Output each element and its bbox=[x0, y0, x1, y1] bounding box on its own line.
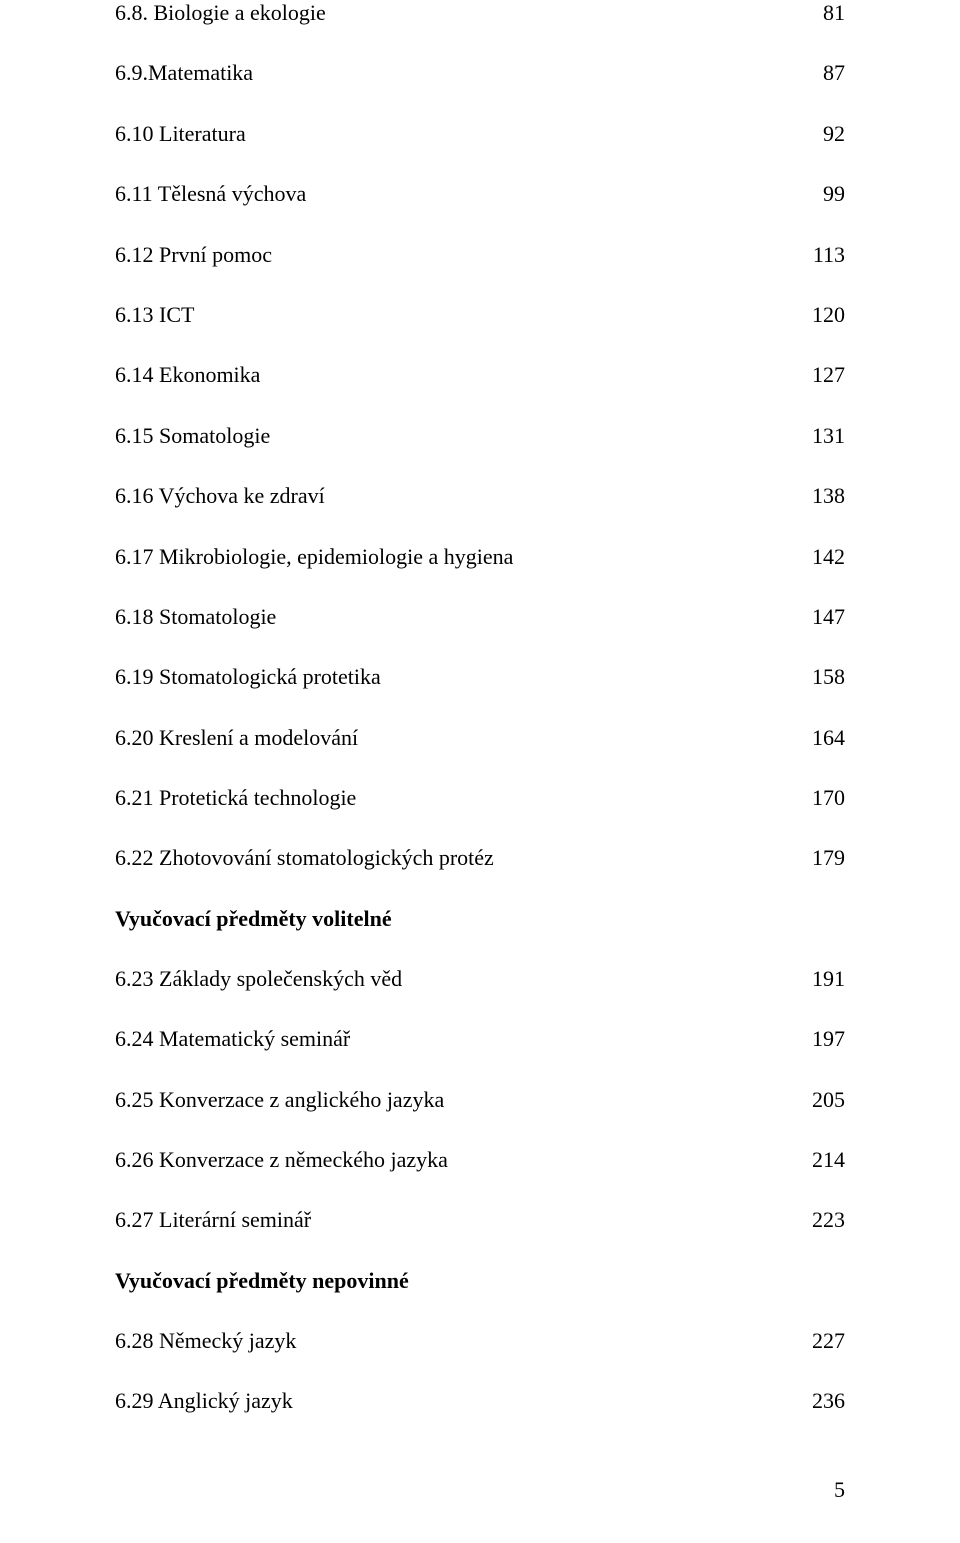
toc-label: 6.19 Stomatologická protetika bbox=[115, 664, 795, 690]
toc-label: 6.22 Zhotovování stomatologických protéz bbox=[115, 845, 795, 871]
toc-page: 191 bbox=[795, 966, 845, 992]
toc-page: 179 bbox=[795, 845, 845, 871]
toc-label: 6.27 Literární seminář bbox=[115, 1207, 795, 1233]
toc-entry: 6.16 Výchova ke zdraví 138 bbox=[115, 483, 845, 509]
toc-label: 6.17 Mikrobiologie, epidemiologie a hygi… bbox=[115, 544, 795, 570]
toc-page: 214 bbox=[795, 1147, 845, 1173]
toc-label: 6.25 Konverzace z anglického jazyka bbox=[115, 1087, 795, 1113]
toc-label: 6.14 Ekonomika bbox=[115, 362, 795, 388]
toc-page: 197 bbox=[795, 1026, 845, 1052]
toc-page: 158 bbox=[795, 664, 845, 690]
toc-page: 81 bbox=[795, 0, 845, 26]
toc-page: 138 bbox=[795, 483, 845, 509]
toc-label: 6.11 Tělesná výchova bbox=[115, 181, 795, 207]
toc-entry: 6.8. Biologie a ekologie 81 bbox=[115, 0, 845, 26]
toc-entry: 6.22 Zhotovování stomatologických protéz… bbox=[115, 845, 845, 871]
toc-entry: 6.12 První pomoc 113 bbox=[115, 242, 845, 268]
toc-entry: 6.25 Konverzace z anglického jazyka 205 bbox=[115, 1087, 845, 1113]
toc-label: 6.9.Matematika bbox=[115, 60, 795, 86]
toc-entry: 6.18 Stomatologie 147 bbox=[115, 604, 845, 630]
toc-label: 6.21 Protetická technologie bbox=[115, 785, 795, 811]
toc-label: 6.10 Literatura bbox=[115, 121, 795, 147]
section-heading-volitelne: Vyučovací předměty volitelné bbox=[115, 906, 845, 932]
toc-entry: 6.28 Německý jazyk 227 bbox=[115, 1328, 845, 1354]
toc-label: 6.18 Stomatologie bbox=[115, 604, 795, 630]
toc-label: 6.8. Biologie a ekologie bbox=[115, 0, 795, 26]
toc-entry: 6.27 Literární seminář 223 bbox=[115, 1207, 845, 1233]
toc-entry: 6.29 Anglický jazyk 236 bbox=[115, 1388, 845, 1414]
toc-label: 6.29 Anglický jazyk bbox=[115, 1388, 795, 1414]
document-page: 6.8. Biologie a ekologie 81 6.9.Matemati… bbox=[0, 0, 960, 1543]
toc-entry: 6.17 Mikrobiologie, epidemiologie a hygi… bbox=[115, 544, 845, 570]
toc-page: 236 bbox=[795, 1388, 845, 1414]
toc-entry: 6.19 Stomatologická protetika 158 bbox=[115, 664, 845, 690]
toc-label: 6.28 Německý jazyk bbox=[115, 1328, 795, 1354]
toc-page: 205 bbox=[795, 1087, 845, 1113]
toc-page: 131 bbox=[795, 423, 845, 449]
toc-page: 147 bbox=[795, 604, 845, 630]
toc-page: 92 bbox=[795, 121, 845, 147]
toc-entry: 6.26 Konverzace z německého jazyka 214 bbox=[115, 1147, 845, 1173]
toc-entry: 6.14 Ekonomika 127 bbox=[115, 362, 845, 388]
toc-entry: 6.20 Kreslení a modelování 164 bbox=[115, 725, 845, 751]
section-heading-nepovinne: Vyučovací předměty nepovinné bbox=[115, 1268, 845, 1294]
toc-entry: 6.11 Tělesná výchova 99 bbox=[115, 181, 845, 207]
toc-entry: 6.9.Matematika 87 bbox=[115, 60, 845, 86]
toc-page: 223 bbox=[795, 1207, 845, 1233]
toc-page: 99 bbox=[795, 181, 845, 207]
toc-page: 142 bbox=[795, 544, 845, 570]
toc-entry: 6.24 Matematický seminář 197 bbox=[115, 1026, 845, 1052]
toc-label: 6.16 Výchova ke zdraví bbox=[115, 483, 795, 509]
toc-page: 120 bbox=[795, 302, 845, 328]
toc-page: 127 bbox=[795, 362, 845, 388]
toc-entry: 6.23 Základy společenských věd 191 bbox=[115, 966, 845, 992]
toc-page: 227 bbox=[795, 1328, 845, 1354]
page-number: 5 bbox=[834, 1477, 845, 1503]
toc-page: 170 bbox=[795, 785, 845, 811]
toc-label: 6.13 ICT bbox=[115, 302, 795, 328]
toc-label: 6.24 Matematický seminář bbox=[115, 1026, 795, 1052]
toc-label: 6.20 Kreslení a modelování bbox=[115, 725, 795, 751]
toc-label: 6.23 Základy společenských věd bbox=[115, 966, 795, 992]
toc-page: 87 bbox=[795, 60, 845, 86]
toc-page: 164 bbox=[795, 725, 845, 751]
toc-entry: 6.13 ICT 120 bbox=[115, 302, 845, 328]
toc-entry: 6.21 Protetická technologie 170 bbox=[115, 785, 845, 811]
toc-entry: 6.15 Somatologie 131 bbox=[115, 423, 845, 449]
toc-entry: 6.10 Literatura 92 bbox=[115, 121, 845, 147]
toc-label: 6.15 Somatologie bbox=[115, 423, 795, 449]
toc-page: 113 bbox=[795, 242, 845, 268]
toc-label: 6.12 První pomoc bbox=[115, 242, 795, 268]
toc-label: 6.26 Konverzace z německého jazyka bbox=[115, 1147, 795, 1173]
